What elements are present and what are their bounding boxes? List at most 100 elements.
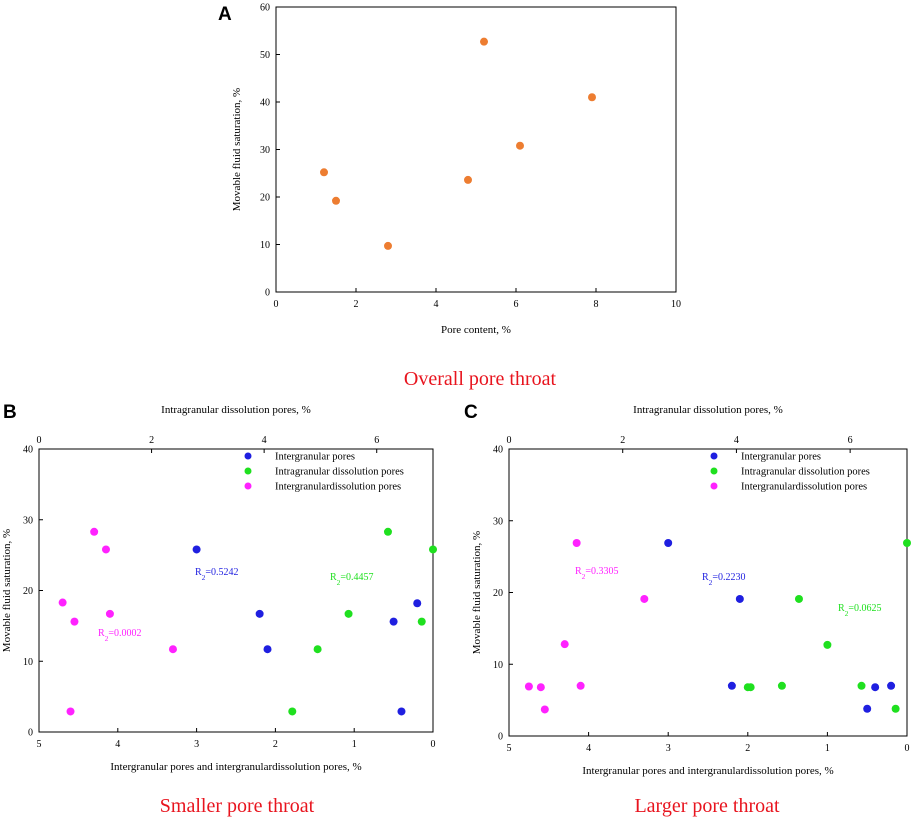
x-tick-label: 0 [905, 743, 910, 754]
x2-tick-label: 4 [262, 435, 267, 446]
x2-axis-label: Intragranular dissolution pores, % [161, 404, 311, 416]
data-point [320, 168, 328, 177]
legend-entry: Intergranular pores [275, 452, 355, 463]
data-point [192, 545, 201, 554]
x-axis-label: Intergranular pores and intergranulardis… [582, 765, 833, 777]
data-point [70, 617, 79, 626]
data-point [101, 545, 110, 554]
r2-annotation: R2=0.5242 [195, 567, 239, 582]
x-tick-label: 3 [666, 743, 671, 754]
data-point [288, 707, 297, 716]
panel-a: A 0 10 20 30 40 50 60 0 2 4 6 8 10 Pore content, % Mov… [218, 3, 681, 391]
y-tick-label: 20 [493, 588, 503, 599]
data-point [383, 527, 392, 536]
r2-annotation: R2=0.0625 [838, 603, 882, 618]
legend-marker [244, 452, 252, 460]
data-point [429, 545, 437, 554]
legend-entry: Intergranulardissolution pores [275, 482, 401, 493]
data-point [344, 609, 353, 618]
y-axis-label: Movable fluid saturation, % [1, 529, 13, 652]
data-point [397, 707, 406, 716]
data-point [871, 683, 880, 692]
data-point [794, 594, 803, 603]
data-point [572, 538, 581, 547]
legend-entry: Intergranular pores [741, 452, 821, 463]
data-point [746, 683, 755, 692]
y-tick-label: 40 [23, 445, 33, 456]
data-point [384, 241, 392, 250]
y-tick-label: 0 [265, 288, 270, 299]
data-point [887, 681, 896, 690]
panel-c-caption: Larger pore throat [634, 795, 780, 817]
y-tick-label: 30 [23, 515, 33, 526]
x-axis-label: Pore content, % [441, 324, 511, 336]
x-tick-label: 3 [194, 739, 199, 750]
x2-tick-label: 2 [620, 435, 625, 446]
data-point [540, 705, 549, 714]
data-point [66, 707, 75, 716]
y-axis-label: Movable fluid saturation, % [471, 531, 483, 654]
x-tick-label: 4 [115, 739, 120, 750]
r2-annotation: R2=0.0002 [98, 628, 142, 643]
data-point [588, 93, 596, 102]
x2-tick-label: 4 [734, 435, 739, 446]
x-tick-label: 2 [354, 299, 359, 310]
y-axis-label: Movable fluid saturation, % [231, 88, 243, 211]
r2-annotation: R2=0.3305 [575, 566, 619, 581]
y-tick-label: 0 [28, 728, 33, 739]
data-point [524, 682, 533, 691]
y-tick-label: 50 [260, 50, 270, 61]
legend-marker [710, 482, 718, 490]
y-tick-label: 30 [260, 145, 270, 156]
x-tick-label: 4 [434, 299, 439, 310]
y-tick-label: 40 [260, 98, 270, 109]
x2-tick-label: 0 [507, 435, 512, 446]
y-tick-label: 40 [493, 445, 503, 456]
y-tick-label: 20 [260, 193, 270, 204]
x-tick-label: 5 [37, 739, 42, 750]
data-point [105, 609, 114, 618]
x-tick-label: 5 [507, 743, 512, 754]
x-tick-label: 10 [671, 299, 681, 310]
data-point [863, 704, 872, 713]
x-tick-label: 2 [745, 743, 750, 754]
panel-a-caption: Overall pore throat [404, 368, 557, 390]
plot-frame [275, 6, 677, 293]
x-tick-label: 6 [514, 299, 519, 310]
data-point [735, 594, 744, 603]
data-point [480, 37, 488, 46]
legend-entry: Intragranular dissolution pores [275, 467, 404, 478]
y-tick-label: 10 [493, 660, 503, 671]
data-point [891, 704, 900, 713]
x-tick-label: 0 [274, 299, 279, 310]
data-point [576, 681, 585, 690]
y-tick-label: 30 [493, 516, 503, 527]
x-axis-label: Intergranular pores and intergranulardis… [110, 761, 361, 773]
y-tick-label: 10 [23, 657, 33, 668]
data-point [417, 617, 426, 626]
y-tick-label: 20 [23, 586, 33, 597]
legend-marker [710, 467, 718, 475]
legend-entry: Intergranulardissolution pores [741, 482, 867, 493]
x2-tick-label: 6 [374, 435, 379, 446]
x2-tick-label: 2 [149, 435, 154, 446]
data-point [536, 683, 545, 692]
data-point [58, 598, 67, 607]
r2-annotation: R2=0.4457 [330, 572, 374, 587]
data-point [168, 645, 177, 654]
panel-b-letter: B [3, 402, 17, 423]
data-point [857, 681, 866, 690]
data-point [777, 681, 786, 690]
data-point [903, 538, 911, 547]
x-tick-label: 2 [273, 739, 278, 750]
x2-tick-label: 0 [37, 435, 42, 446]
x-tick-label: 1 [825, 743, 830, 754]
data-point [823, 640, 832, 649]
data-point [664, 538, 673, 547]
x-tick-label: 8 [594, 299, 599, 310]
y-tick-label: 60 [260, 3, 270, 14]
